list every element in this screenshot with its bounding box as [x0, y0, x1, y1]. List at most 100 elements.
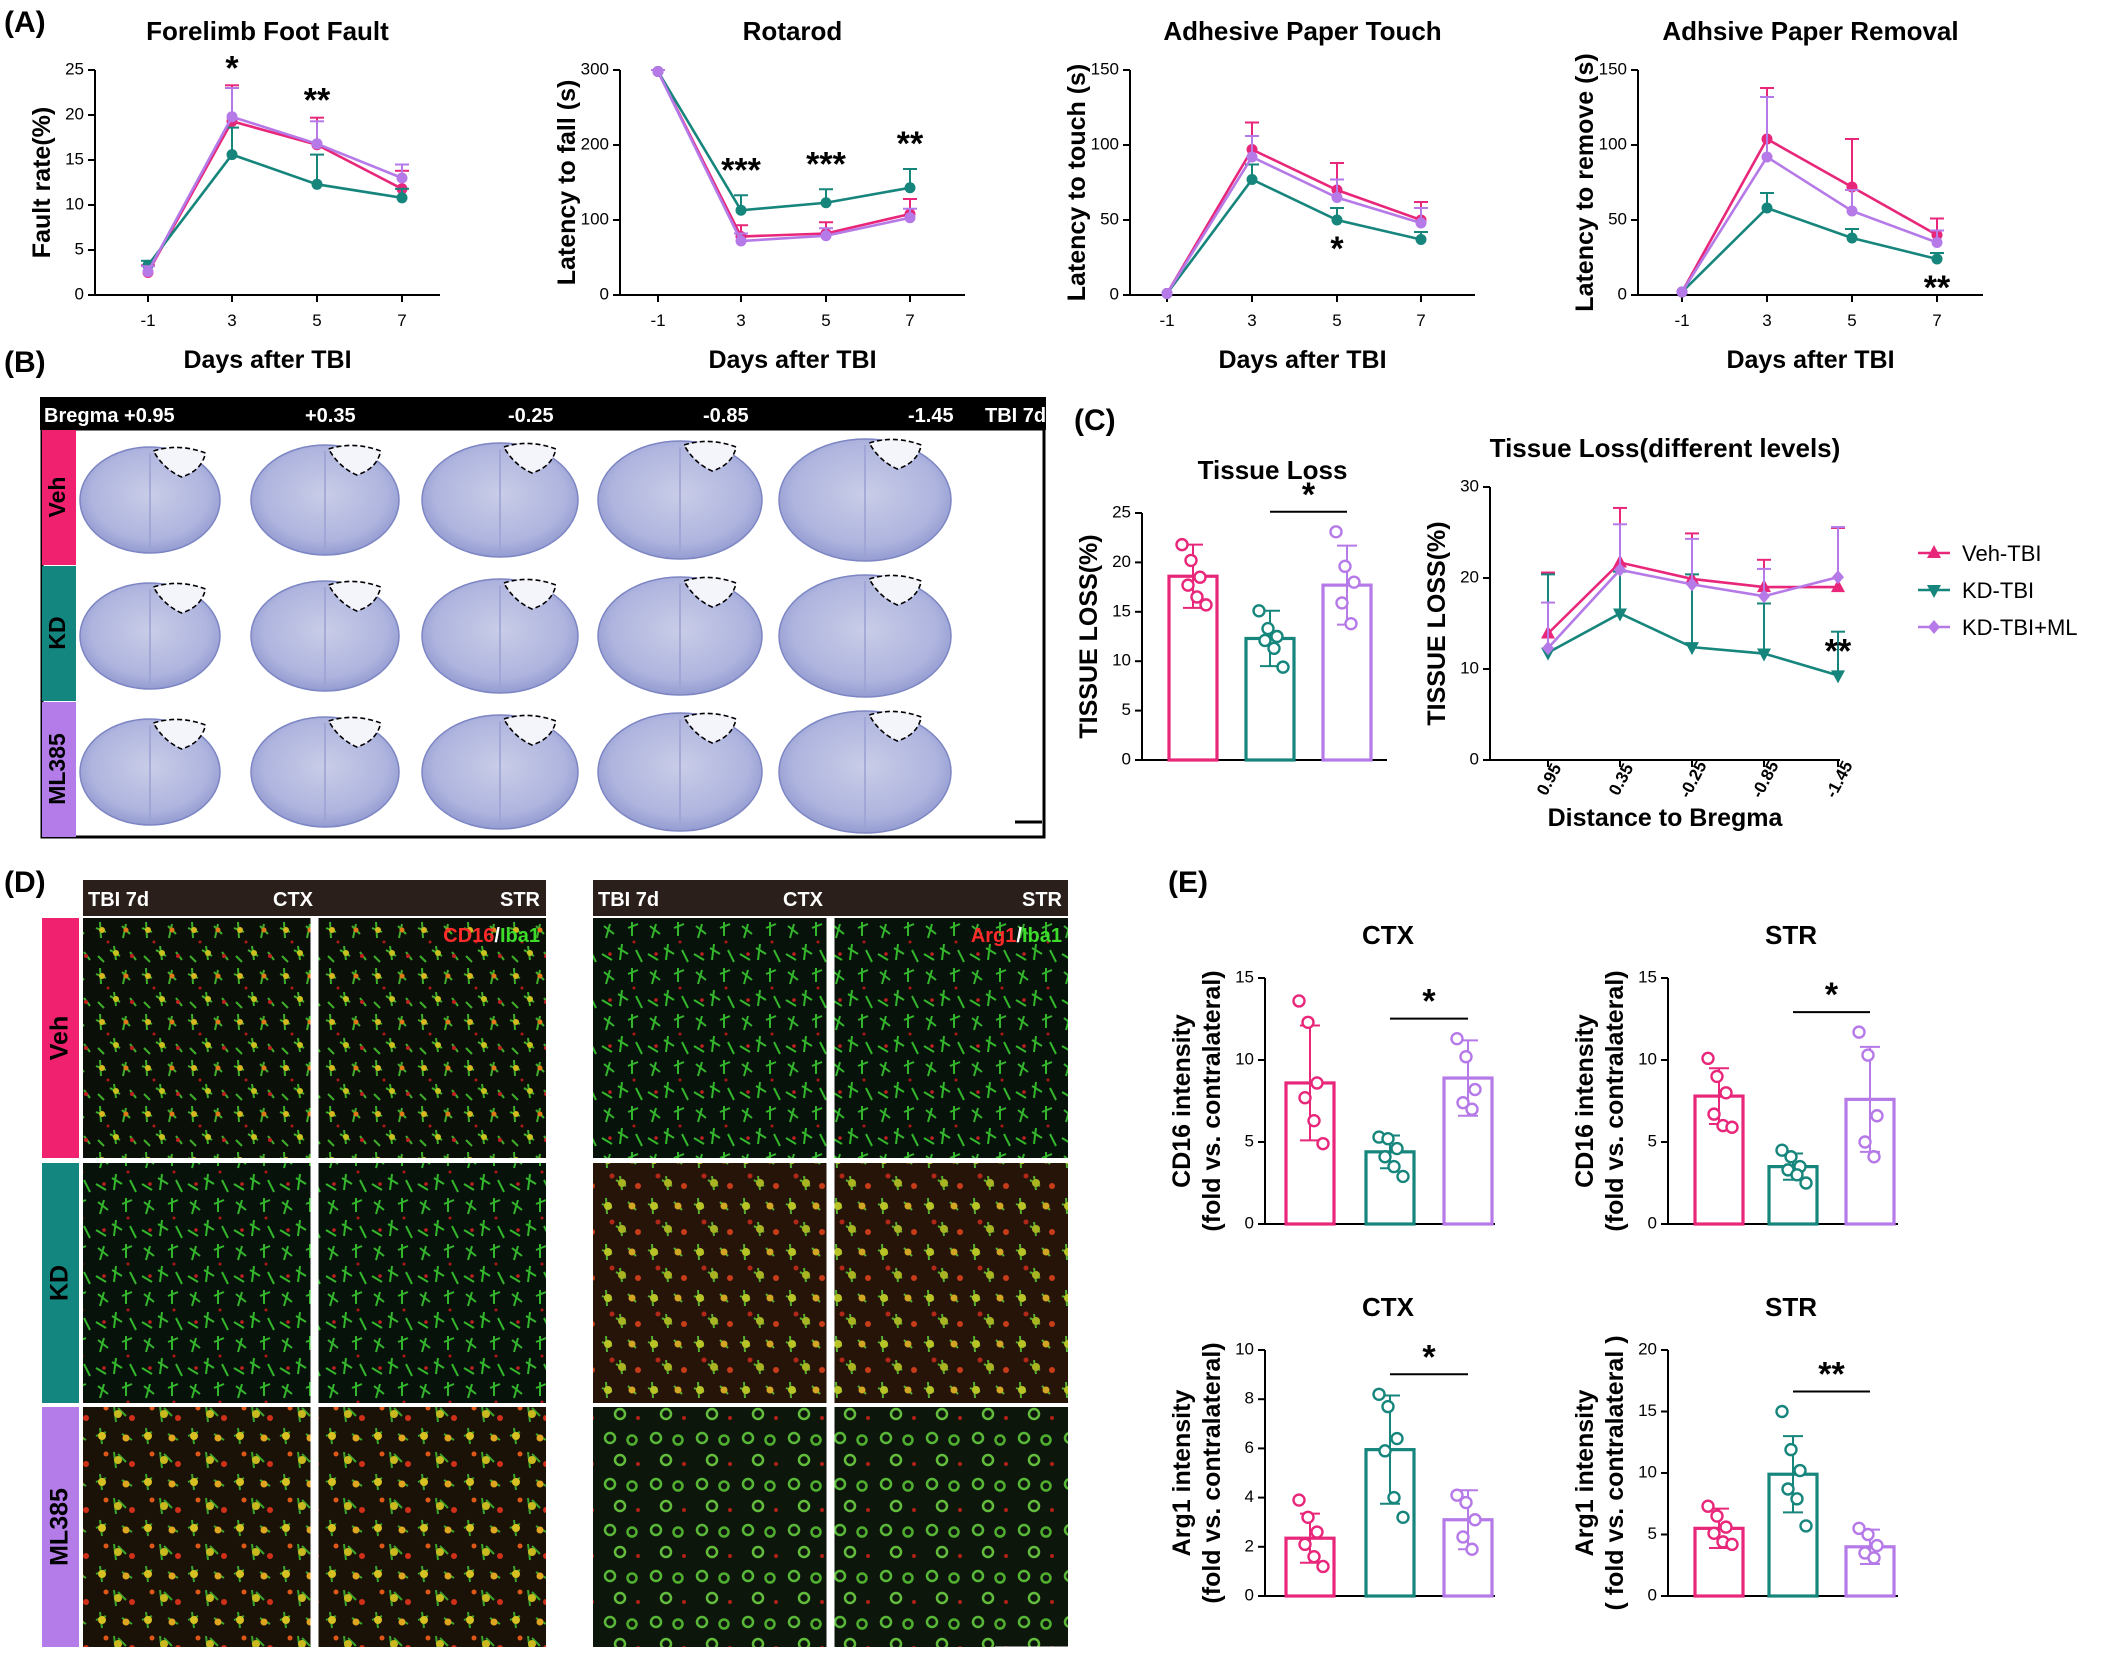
individual-point [1459, 1050, 1473, 1064]
x-tick-label: 5 [1847, 311, 1856, 330]
y-axis-label: Fault rate(%) [28, 107, 56, 258]
y-tick-label: 0 [1618, 284, 1627, 303]
legend: Veh-TBI KD-TBI KD-TBI+ML [1918, 541, 2078, 640]
data-point [1846, 232, 1858, 244]
y-tick-label: 10 [1638, 1462, 1657, 1481]
chart-ffault: 0 5 10 15 20 25 Fault rate(%) -1 3 5 7 Forelimb Foo… [28, 16, 440, 374]
x-axis-label: Distance to Bregma [1548, 804, 1784, 832]
x-tick-label: -1 [140, 311, 155, 330]
individual-point [1781, 1482, 1795, 1496]
x-tick-label: 7 [1932, 311, 1941, 330]
data-point [311, 178, 323, 190]
header-bar [83, 880, 546, 916]
header-label: TBI 7d [598, 889, 659, 911]
fluorescence-image [83, 918, 311, 1158]
fluorescence-image [318, 1163, 546, 1403]
individual-point [1301, 1015, 1315, 1029]
bar-KD-TBI+ML [1442, 1488, 1494, 1598]
x-tick-label: -1 [1159, 311, 1174, 330]
individual-point [1719, 1520, 1733, 1534]
series-Veh-TBI [651, 66, 917, 242]
individual-point [1861, 1527, 1875, 1542]
individual-point [1459, 1495, 1473, 1510]
header-label: CTX [273, 889, 314, 911]
y-tick-label: 30 [1460, 476, 1479, 495]
data-point [1246, 151, 1258, 163]
series-line [146, 115, 403, 273]
fluorescence-block: TBI 7d CTX STR CD16/Iba1 [83, 880, 546, 1647]
chart-tlevels: 0 10 20 30 TISSUE LOSS(%) 0.95 0.35 -0.25 -0.85 -… [1423, 433, 1857, 832]
y-axis-label: Latency to remove (s) [1571, 53, 1599, 311]
lesion-outline [327, 444, 382, 476]
row-label: KD [44, 616, 70, 649]
y-tick-label: 150 [1599, 59, 1627, 78]
legend-marker [1927, 585, 1941, 598]
bar-KD-TBI [1364, 1130, 1416, 1226]
individual-point [1292, 1493, 1306, 1507]
header-label: Bregma +0.95 [44, 405, 175, 427]
y-axis-label: (fold vs. contralateral) [1198, 1342, 1226, 1603]
x-tick-label: 0.95 [1533, 760, 1565, 798]
y-tick-label: 0 [1648, 1585, 1657, 1604]
stain-green-label: Iba1 [500, 925, 540, 947]
header-label: -0.25 [508, 405, 554, 427]
brain-section [421, 442, 579, 558]
fluorescence-image [834, 1163, 1068, 1403]
row-label: ML385 [44, 733, 70, 805]
brain-section [778, 438, 952, 562]
individual-point [1381, 1399, 1395, 1414]
y-axis-label: Latency to fall (s) [553, 80, 581, 286]
stain-legend: Arg1/Iba1 [971, 925, 1062, 947]
y-tick-label: 0 [600, 284, 609, 303]
panel-label: (C) [1074, 404, 1116, 437]
bar-Veh-TBI [1284, 994, 1336, 1226]
y-axis-label: (fold vs. contralateral) [1198, 970, 1226, 1231]
y-tick-label: 10 [1235, 1339, 1254, 1358]
brain-section [79, 446, 221, 554]
row-KD: KD [42, 566, 952, 701]
individual-point [1701, 1499, 1715, 1513]
header-label: STR [500, 889, 541, 911]
bar-KD-TBI [1767, 1143, 1819, 1226]
data-point [1415, 234, 1427, 245]
data-point [820, 197, 832, 209]
significance-marker: * [1330, 230, 1344, 268]
individual-point [1181, 578, 1195, 592]
significance-marker: *** [806, 145, 846, 183]
significance-marker: ** [1818, 1356, 1845, 1394]
bar-Veh-TBI [1693, 1051, 1745, 1226]
lesion-outline [327, 580, 382, 612]
individual-point [1799, 1176, 1813, 1190]
series-line [1680, 137, 1938, 293]
lesion-outline [327, 716, 382, 748]
y-tick-label: 0 [1648, 1213, 1657, 1232]
row-ML385: ML385 [42, 702, 952, 837]
data-point [1761, 151, 1773, 163]
individual-point [1344, 616, 1358, 631]
y-tick-label: 20 [1638, 1339, 1657, 1358]
significance-marker: ** [1924, 269, 1951, 307]
y-tick-label: 0 [75, 284, 84, 303]
x-tick-label: 3 [1762, 311, 1771, 330]
y-axis-label: ( fold vs. contralateral ) [1601, 1335, 1629, 1610]
individual-point [1861, 1048, 1875, 1062]
chart-title: Adhesive Paper Touch [1163, 16, 1441, 46]
significance-marker: * [1302, 476, 1316, 514]
series-line [146, 153, 403, 267]
bar-KD-TBI+ML [1844, 1521, 1896, 1598]
data-point [396, 192, 408, 204]
legend-item: Veh-TBI [1918, 541, 2041, 566]
individual-point [1468, 1082, 1482, 1097]
individual-point [1396, 1169, 1410, 1184]
legend-marker [1928, 620, 1940, 634]
bar-KD-TBI [1364, 1387, 1416, 1598]
header-label: +0.35 [305, 405, 356, 427]
series-Veh-TBI [1161, 121, 1428, 299]
y-tick-label: 100 [1091, 134, 1119, 153]
individual-point [1307, 1113, 1321, 1128]
panel-label: (E) [1168, 866, 1208, 899]
individual-point [1867, 1551, 1881, 1565]
series-line [1165, 155, 1422, 295]
